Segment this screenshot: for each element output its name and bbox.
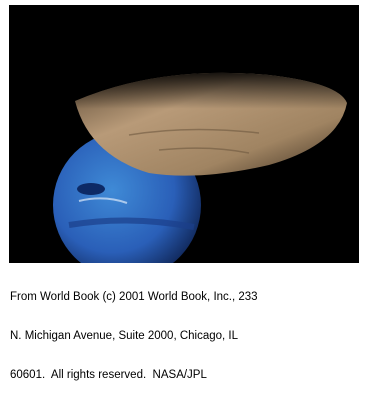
caption: From World Book (c) 2001 World Book, Inc…: [10, 265, 366, 395]
caption-line: From World Book (c) 2001 World Book, Inc…: [10, 291, 366, 304]
page: From World Book (c) 2001 World Book, Inc…: [0, 0, 368, 309]
space-photo: [9, 5, 359, 263]
caption-line: 60601. All rights reserved. NASA/JPL: [10, 369, 366, 382]
caption-line: N. Michigan Avenue, Suite 2000, Chicago,…: [10, 330, 366, 343]
dark-spot: [77, 183, 105, 195]
